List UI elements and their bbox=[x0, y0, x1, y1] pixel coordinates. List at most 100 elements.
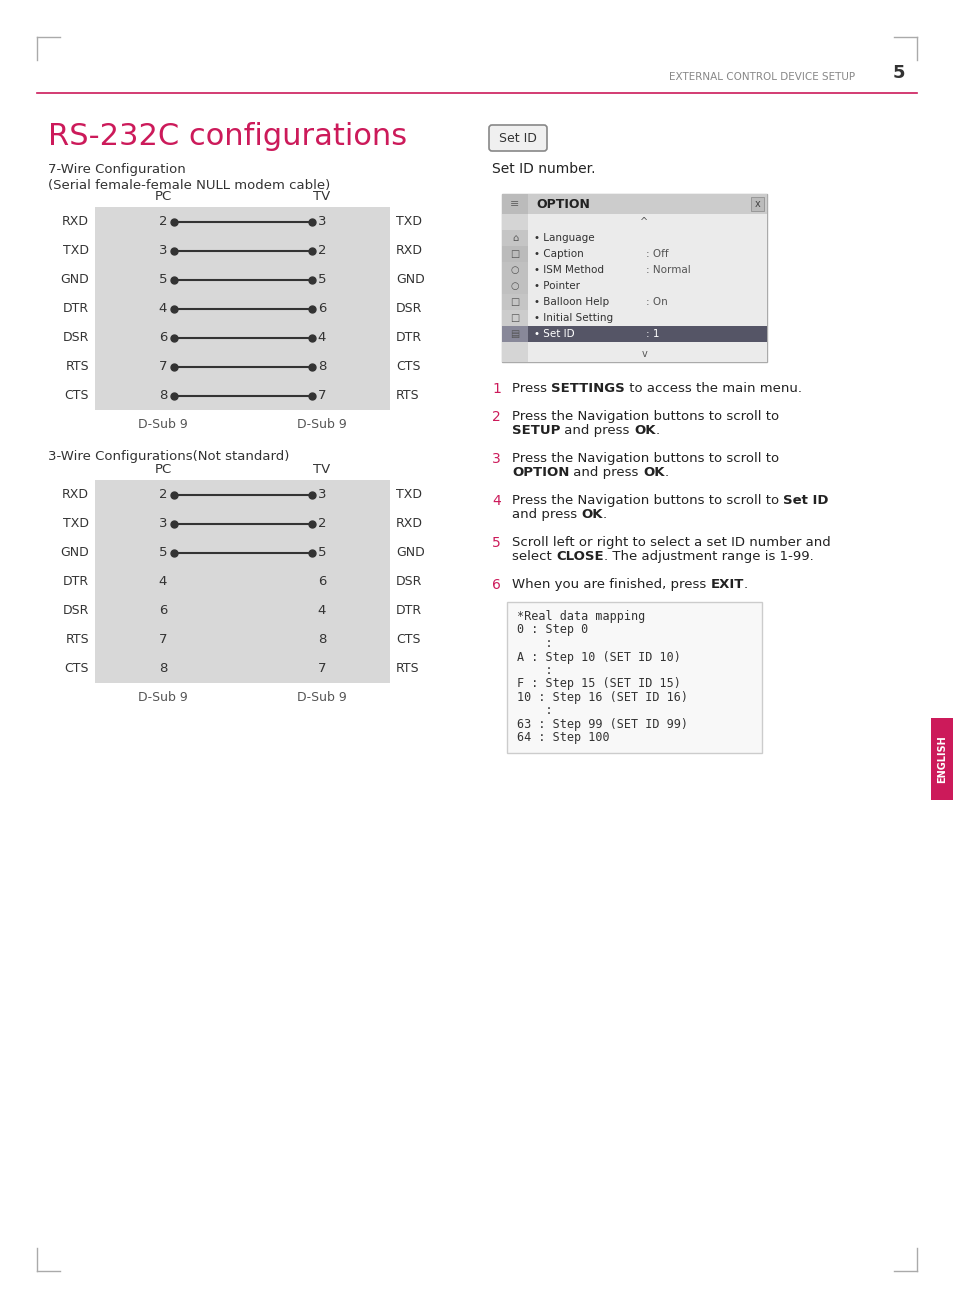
FancyBboxPatch shape bbox=[489, 126, 546, 150]
Text: DTR: DTR bbox=[395, 604, 421, 617]
Text: Press the Navigation buttons to scroll to: Press the Navigation buttons to scroll t… bbox=[512, 409, 779, 422]
Text: :: : bbox=[517, 637, 552, 650]
Text: RTS: RTS bbox=[395, 388, 419, 402]
Text: TXD: TXD bbox=[63, 517, 89, 530]
Text: OPTION: OPTION bbox=[536, 198, 589, 211]
Text: 8: 8 bbox=[158, 662, 167, 675]
Bar bbox=[501, 294, 527, 310]
Text: TXD: TXD bbox=[395, 488, 421, 501]
Bar bbox=[95, 207, 390, 409]
Text: : On: : On bbox=[645, 297, 667, 307]
Text: 63 : Step 99 (SET ID 99): 63 : Step 99 (SET ID 99) bbox=[517, 718, 687, 731]
Text: Scroll left or right to select a set ID number and: Scroll left or right to select a set ID … bbox=[512, 536, 830, 549]
Text: and press: and press bbox=[559, 424, 634, 437]
Text: 1: 1 bbox=[492, 382, 500, 396]
Bar bbox=[506, 602, 761, 753]
Text: D-Sub 9: D-Sub 9 bbox=[138, 419, 188, 432]
Text: CTS: CTS bbox=[395, 360, 420, 373]
Text: • Set ID: • Set ID bbox=[534, 330, 574, 339]
Text: • Caption: • Caption bbox=[534, 249, 583, 259]
Text: □: □ bbox=[510, 249, 519, 259]
Text: 0 : Step 0: 0 : Step 0 bbox=[517, 624, 588, 637]
Text: v: v bbox=[641, 349, 647, 358]
Text: :: : bbox=[517, 664, 552, 678]
Text: 3: 3 bbox=[158, 517, 167, 530]
Text: • Pointer: • Pointer bbox=[534, 281, 579, 290]
Text: (Serial female-female NULL modem cable): (Serial female-female NULL modem cable) bbox=[48, 179, 330, 192]
Text: 5: 5 bbox=[317, 545, 326, 559]
Bar bbox=[750, 198, 763, 211]
Bar bbox=[501, 215, 766, 362]
Text: TXD: TXD bbox=[63, 245, 89, 256]
Text: 4: 4 bbox=[317, 604, 326, 617]
Text: F : Step 15 (SET ID 15): F : Step 15 (SET ID 15) bbox=[517, 678, 680, 691]
Text: DSR: DSR bbox=[395, 302, 422, 315]
Bar bbox=[95, 480, 390, 683]
Text: GND: GND bbox=[60, 273, 89, 286]
Text: Set ID: Set ID bbox=[498, 132, 537, 144]
Bar bbox=[527, 347, 766, 362]
Bar bbox=[501, 310, 527, 326]
Text: RXD: RXD bbox=[395, 245, 422, 256]
Text: CLOSE: CLOSE bbox=[556, 549, 603, 562]
Text: ○: ○ bbox=[510, 266, 518, 275]
Text: 4: 4 bbox=[492, 494, 500, 508]
Text: RXD: RXD bbox=[62, 488, 89, 501]
Bar bbox=[501, 194, 527, 215]
Text: 7-Wire Configuration: 7-Wire Configuration bbox=[48, 164, 186, 177]
Text: Press the Navigation buttons to scroll to: Press the Navigation buttons to scroll t… bbox=[512, 494, 782, 508]
Text: D-Sub 9: D-Sub 9 bbox=[138, 691, 188, 704]
Text: • Initial Setting: • Initial Setting bbox=[534, 313, 613, 323]
Text: DTR: DTR bbox=[395, 331, 421, 344]
Text: CTS: CTS bbox=[65, 388, 89, 402]
Text: SETTINGS: SETTINGS bbox=[551, 382, 624, 395]
Text: TV: TV bbox=[313, 463, 331, 476]
Text: :: : bbox=[517, 705, 552, 718]
Text: • Language: • Language bbox=[534, 233, 594, 243]
Text: □: □ bbox=[510, 297, 519, 307]
Text: D-Sub 9: D-Sub 9 bbox=[296, 691, 347, 704]
Text: 5: 5 bbox=[158, 273, 167, 286]
Text: GND: GND bbox=[395, 273, 424, 286]
Text: 4: 4 bbox=[158, 576, 167, 589]
Text: 6: 6 bbox=[158, 331, 167, 344]
Text: 3: 3 bbox=[492, 453, 500, 466]
Text: 3: 3 bbox=[317, 215, 326, 228]
Text: • Balloon Help: • Balloon Help bbox=[534, 297, 608, 307]
Text: CTS: CTS bbox=[395, 633, 420, 646]
Text: 4: 4 bbox=[317, 331, 326, 344]
Text: GND: GND bbox=[60, 545, 89, 559]
Text: ≡: ≡ bbox=[510, 199, 519, 209]
Text: RTS: RTS bbox=[66, 360, 89, 373]
Text: 5: 5 bbox=[317, 273, 326, 286]
Bar bbox=[501, 215, 527, 362]
Text: x: x bbox=[754, 199, 760, 209]
Text: DTR: DTR bbox=[63, 576, 89, 589]
Text: DSR: DSR bbox=[395, 576, 422, 589]
Text: ⌂: ⌂ bbox=[512, 233, 517, 243]
Bar bbox=[501, 194, 766, 215]
Text: • ISM Method: • ISM Method bbox=[534, 266, 603, 275]
Text: OK: OK bbox=[634, 424, 655, 437]
Text: and press: and press bbox=[512, 508, 580, 521]
Text: D-Sub 9: D-Sub 9 bbox=[296, 419, 347, 432]
Text: RS-232C configurations: RS-232C configurations bbox=[48, 122, 407, 150]
Text: 6: 6 bbox=[317, 302, 326, 315]
Text: 7: 7 bbox=[158, 633, 167, 646]
Bar bbox=[930, 718, 952, 800]
Text: EXIT: EXIT bbox=[710, 578, 743, 591]
Text: select: select bbox=[512, 549, 556, 562]
Text: OK: OK bbox=[642, 466, 664, 479]
Text: .: . bbox=[602, 508, 606, 521]
Text: 5: 5 bbox=[892, 64, 904, 82]
Text: 3: 3 bbox=[317, 488, 326, 501]
Text: 8: 8 bbox=[317, 360, 326, 373]
Text: 2: 2 bbox=[158, 488, 167, 501]
Bar bbox=[501, 326, 527, 341]
Text: ^: ^ bbox=[639, 217, 648, 228]
Text: TV: TV bbox=[313, 190, 331, 203]
Text: EXTERNAL CONTROL DEVICE SETUP: EXTERNAL CONTROL DEVICE SETUP bbox=[668, 72, 854, 82]
Text: 5: 5 bbox=[158, 545, 167, 559]
Text: TXD: TXD bbox=[395, 215, 421, 228]
Text: DTR: DTR bbox=[63, 302, 89, 315]
